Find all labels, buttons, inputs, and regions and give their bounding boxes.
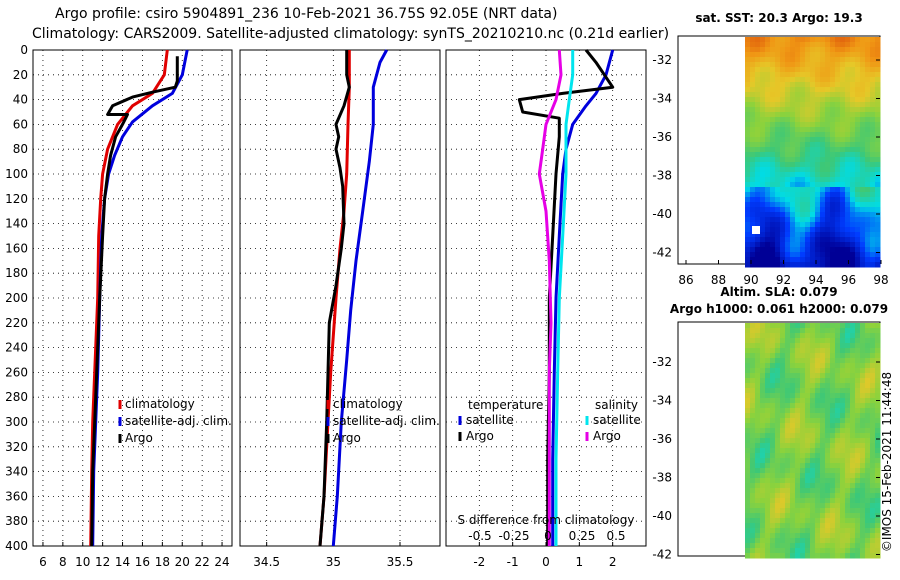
x-tick-label-temperature-profile: 20: [175, 555, 190, 569]
figure: Argo profile: csiro 5904891_236 10-Feb-2…: [0, 0, 900, 580]
legend-label: climatology: [125, 397, 195, 411]
y-tick-label: 220: [5, 316, 28, 330]
legend-label: satellite-adj. clim.: [125, 414, 232, 428]
y-tick-label: 60: [13, 117, 28, 131]
y-tick-label: 360: [5, 489, 28, 503]
x-tick-label-temperature-profile: 8: [59, 555, 67, 569]
sst-heatmap: [745, 37, 881, 268]
x-tick-label-salinity-profile: 35: [326, 555, 341, 569]
x-tick-label-temperature-profile: 6: [39, 555, 47, 569]
y-tick-label: 380: [5, 514, 28, 528]
sst-map-y-tick-label: -40: [652, 207, 672, 221]
y-tick-label: 240: [5, 341, 28, 355]
sla-heatmap: [745, 323, 881, 559]
y-tick-label: 80: [13, 142, 28, 156]
legend-label: Argo: [466, 429, 494, 443]
x-tick-label-temperature-profile: 22: [195, 555, 210, 569]
x-tick-label-temperature-profile: 10: [75, 555, 90, 569]
sla-map-subtitle: Argo h1000: 0.061 h2000: 0.079: [670, 302, 888, 316]
sla-map-y-tick-label: -38: [652, 471, 672, 485]
sst-map-x-tick-label: 96: [841, 273, 856, 287]
y-tick-label: 320: [5, 440, 28, 454]
s-difference-tick: 0: [544, 529, 552, 543]
x-tick-label-temperature-profile: 24: [214, 555, 229, 569]
sla-map-y-tick-label: -34: [652, 394, 672, 408]
x-tick-label-difference-from-climatology: 1: [576, 555, 584, 569]
x-tick-label-difference-from-climatology: -1: [507, 555, 519, 569]
legend-heading-salinity: salinity: [595, 398, 638, 412]
legend-label: climatology: [333, 397, 403, 411]
s-difference-tick: 0.25: [569, 529, 596, 543]
sst-map-y-tick-label: -32: [652, 53, 672, 67]
argo-location-marker: [752, 226, 760, 234]
sla-map-y-tick-label: -36: [652, 432, 672, 446]
sla-map-y-tick-label: -42: [652, 548, 672, 562]
x-tick-label-temperature-profile: 12: [95, 555, 110, 569]
y-tick-label: 300: [5, 415, 28, 429]
y-tick-label: 140: [5, 217, 28, 231]
sla-map-y-tick-label: -40: [652, 509, 672, 523]
legend-label: satellite: [466, 413, 514, 427]
x-tick-label-difference-from-climatology: 0: [542, 555, 550, 569]
legend-label: Argo: [593, 429, 621, 443]
y-tick-label: 100: [5, 167, 28, 181]
y-tick-label: 280: [5, 390, 28, 404]
y-tick-label: 0: [20, 43, 28, 57]
s-difference-tick: -0.5: [468, 529, 491, 543]
chart-canvas: 6 8 10 12 14 16 18 20 22 240204060801001201401601…: [0, 0, 900, 580]
sst-map-y-tick-label: -34: [652, 92, 672, 106]
legend-label: Argo: [125, 431, 153, 445]
legend-label: Argo: [333, 431, 361, 445]
s-difference-tick: -0.25: [498, 529, 529, 543]
y-tick-label: 260: [5, 365, 28, 379]
x-tick-label-salinity-profile: 34.5: [253, 555, 280, 569]
imos-credit: ©IMOS 15-Feb-2021 11:44:48: [880, 372, 894, 552]
sla-map-title: Altim. SLA: 0.079: [720, 285, 837, 299]
x-tick-label-difference-from-climatology: -2: [473, 555, 485, 569]
x-tick-label-temperature-profile: 14: [115, 555, 130, 569]
x-tick-label-salinity-profile: 35.5: [387, 555, 414, 569]
sst-map-y-tick-label: -42: [652, 246, 672, 260]
y-tick-label: 20: [13, 68, 28, 82]
sst-map-y-tick-label: -36: [652, 130, 672, 144]
sst-map-title: sat. SST: 20.3 Argo: 19.3: [695, 11, 862, 25]
sst-map-x-tick-label: 86: [678, 273, 693, 287]
y-tick-label: 200: [5, 291, 28, 305]
legend-label: satellite-adj. clim.: [333, 414, 440, 428]
y-tick-label: 120: [5, 192, 28, 206]
y-tick-label: 340: [5, 465, 28, 479]
y-tick-label: 160: [5, 241, 28, 255]
y-tick-label: 180: [5, 266, 28, 280]
s-difference-tick: 0.5: [606, 529, 625, 543]
x-tick-label-difference-from-climatology: 2: [609, 555, 617, 569]
x-tick-label-temperature-profile: 18: [155, 555, 170, 569]
s-difference-label: S difference from climatology: [458, 513, 635, 527]
sst-map-y-tick-label: -38: [652, 169, 672, 183]
legend-label: satellite: [593, 413, 641, 427]
sst-map-x-tick-label: 98: [873, 273, 888, 287]
sla-map-y-tick-label: -32: [652, 355, 672, 369]
legend-heading-temperature: temperature: [468, 398, 543, 412]
y-tick-label: 40: [13, 93, 28, 107]
x-tick-label-temperature-profile: 16: [135, 555, 150, 569]
y-tick-label: 400: [5, 539, 28, 553]
